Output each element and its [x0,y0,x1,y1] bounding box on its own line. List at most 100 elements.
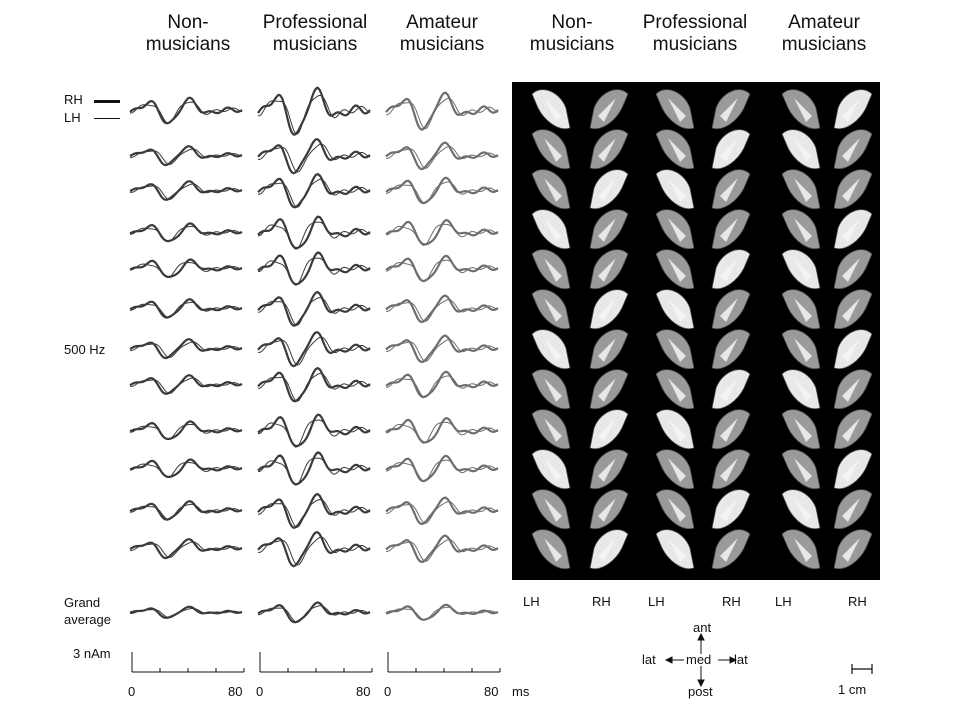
brain-highlight [668,458,686,482]
trace-lh [130,148,243,166]
brain-highlight [544,458,562,482]
trace-rh [129,374,243,395]
brain-highlight [842,298,860,322]
header-line1: Non- [167,12,209,33]
brain-highlight [720,378,738,402]
trace-rh [385,141,499,171]
brain-highlight [842,338,860,362]
brain-highlight [842,218,860,242]
hemisphere-label-rh-2: RH [722,594,741,609]
header-amateur-2: Amateur musicians [764,12,884,56]
brain-highlight [794,418,812,442]
brain-highlight [598,338,616,362]
orientation-post: post [688,684,713,699]
trace-rh [257,366,371,403]
brain-highlight [668,138,686,162]
legend-lh-label: LH [64,110,81,125]
brain-highlight [668,378,686,402]
trace-lh [385,259,499,282]
brain-highlight [668,338,686,362]
trace-rh [257,331,371,368]
brain-highlight [544,418,562,442]
brain-highlight [794,378,812,402]
brain-highlight [544,258,562,282]
brain-highlight [668,298,686,322]
brain-highlight [794,138,812,162]
header-line2: musicians [272,34,358,55]
grand-average-label: Grand average [64,594,111,628]
trace-rh [257,290,371,327]
trace-rh [129,538,243,560]
brain-highlight [598,178,616,202]
trace-lh [130,183,243,201]
trace-lh [385,375,499,398]
header-nonmusicians-2: Non- musicians [512,12,632,56]
trace-lh [385,181,499,205]
header-line2: musicians [652,34,738,55]
brain-shapes [531,89,873,570]
header-amateur-1: Amateur musicians [382,12,502,56]
trace-lh [129,461,243,479]
trace-rh [129,420,243,441]
trace-lh [129,101,243,124]
trace-lh [129,503,243,521]
brain-highlight [544,98,562,122]
brain-highlight [842,138,860,162]
brain-highlight [544,338,562,362]
header-line2: musicians [399,34,485,55]
legend-lh-line [94,118,120,119]
grand-average-line2: average [64,612,111,627]
trace-rh [385,603,499,621]
trace-rh [129,298,243,319]
trace-rh [385,294,499,324]
brain-highlight [794,498,812,522]
header-professional-2: Professional musicians [630,12,760,56]
header-professional-1: Professional musicians [250,12,380,56]
trace-rh [257,601,371,624]
brain-highlight [842,458,860,482]
brain-highlight [668,498,686,522]
trace-rh [257,492,371,529]
length-scale-bar [851,664,873,674]
trace-lh [386,145,499,169]
trace-rh [257,86,371,136]
trace-rh [129,222,243,243]
brain-highlight [598,258,616,282]
brain-highlight [720,258,738,282]
brain-highlight [544,298,562,322]
amplitude-scale-label: 3 nAm [73,646,111,661]
trace-rh [385,496,499,526]
trace-rh [257,251,371,286]
trace-lh [385,299,499,322]
trace-lh [130,541,243,559]
header-nonmusicians-1: Non- musicians [128,12,248,56]
trace-rh [129,338,243,360]
trace-rh [257,138,371,175]
hemisphere-label-lh-3: LH [775,594,792,609]
trace-lh [386,338,499,362]
orientation-arrows [664,632,738,688]
brain-highlight [794,458,812,482]
brain-highlight [668,178,686,202]
trace-lh [386,538,499,562]
trace-lh [130,341,243,359]
frequency-label: 500 Hz [64,342,106,357]
trace-lh [257,605,371,623]
brain-highlight [720,298,738,322]
trace-lh [129,607,243,619]
brain-highlight [720,218,738,242]
brain-highlight [794,98,812,122]
brain-highlight [720,178,738,202]
trace-rh [385,370,499,399]
legend-rh-line [94,100,120,103]
orientation-lat-left: lat [642,652,656,667]
brain-highlight [544,218,562,242]
brain-highlight [668,258,686,282]
brain-highlight [598,298,616,322]
header-line2: musicians [529,34,615,55]
brain-highlight [544,498,562,522]
brain-highlight [598,538,616,562]
brain-highlight [668,98,686,122]
hemisphere-label-rh-3: RH [848,594,867,609]
trace-rh [257,215,371,250]
